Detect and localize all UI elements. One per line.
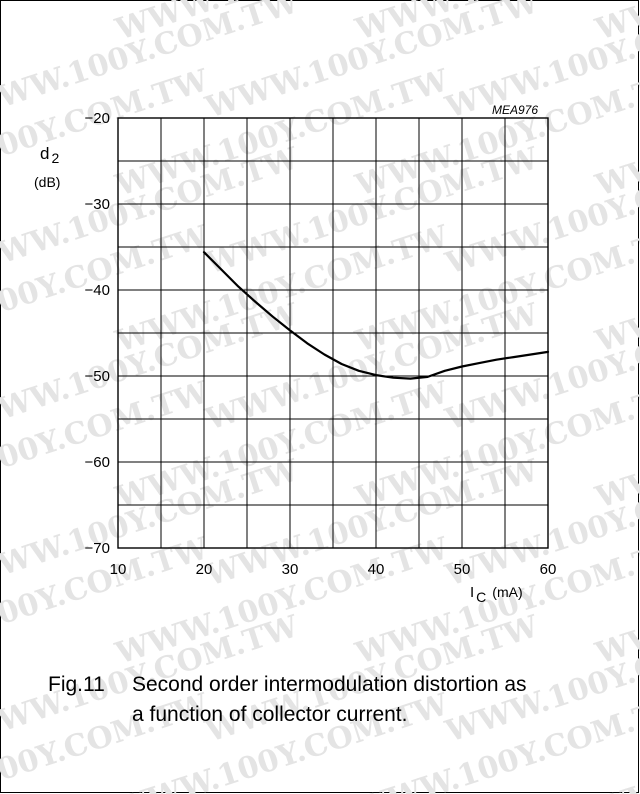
- x-tick-label: 30: [282, 561, 299, 578]
- y-tick-label: −60: [85, 454, 110, 471]
- x-tick-label: 20: [196, 561, 213, 578]
- y-tick-label: −70: [85, 540, 110, 557]
- x-axis-symbol: I: [470, 584, 474, 601]
- figure-caption: Fig.11 Second order intermodulation disto…: [48, 670, 608, 730]
- caption-line-1: Fig.11 Second order intermodulation disto…: [48, 670, 608, 700]
- y-axis-subscript: 2: [51, 150, 59, 166]
- caption-text-1: Second order intermodulation distortion …: [132, 673, 527, 696]
- x-axis-label: I C (mA): [470, 584, 523, 605]
- y-axis-unit: (dB): [34, 174, 60, 190]
- x-tick-label: 40: [368, 561, 385, 578]
- y-tick-label: −50: [85, 368, 110, 385]
- tick-labels: 10 20 30 40 50 60 −20 −30 −40 −50 −60 −70: [85, 110, 557, 578]
- caption-line-2: a function of collector current.: [132, 703, 408, 726]
- plot-border: [117, 117, 549, 549]
- series-line: [202, 251, 550, 380]
- figure-number: Fig.11: [48, 673, 105, 696]
- x-tick-label: 60: [540, 561, 557, 578]
- y-axis-symbol: d: [40, 144, 49, 163]
- chart-grid: [117, 117, 549, 549]
- x-axis-unit: (mA): [492, 584, 522, 600]
- y-tick-label: −30: [85, 196, 110, 213]
- x-axis-subscript: C: [476, 589, 486, 605]
- x-tick-label: 10: [110, 561, 127, 578]
- y-tick-label: −20: [85, 110, 110, 127]
- figure-code: MEA976: [492, 103, 538, 117]
- y-tick-label: −40: [85, 282, 110, 299]
- x-tick-label: 50: [454, 561, 471, 578]
